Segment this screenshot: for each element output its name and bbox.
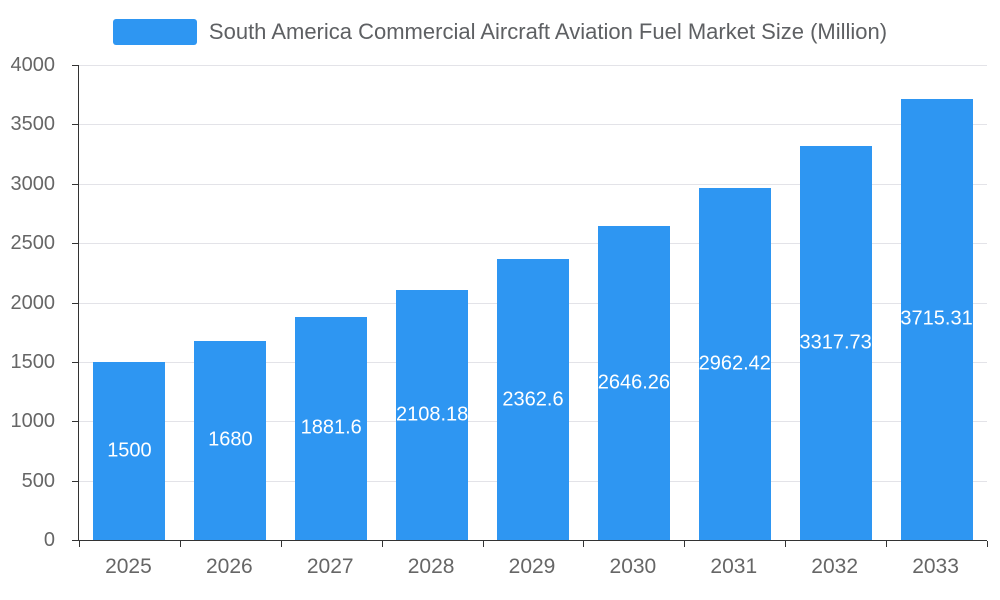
y-tick-label: 500 xyxy=(21,469,55,492)
y-axis-tick xyxy=(72,65,78,66)
y-axis-tick xyxy=(72,243,78,245)
gridline xyxy=(79,124,987,126)
bar-2030[interactable]: 2646.26 xyxy=(597,225,671,540)
y-axis-tick xyxy=(72,540,78,541)
x-axis-tick xyxy=(79,541,80,547)
y-tick-label: 1500 xyxy=(10,350,56,373)
x-axis-tick xyxy=(987,541,988,547)
y-axis-tick xyxy=(72,124,78,126)
legend-swatch-icon xyxy=(112,19,197,45)
x-tick-label: 2030 xyxy=(609,555,657,578)
y-tick-label: 3000 xyxy=(10,172,56,195)
bar-value-label: 1500 xyxy=(107,439,152,462)
bar-value-label: 2108.18 xyxy=(395,403,469,426)
x-tick-label: 2027 xyxy=(306,555,354,578)
gridline xyxy=(79,65,987,66)
bar-2025[interactable]: 1500 xyxy=(93,361,166,540)
y-axis-tick xyxy=(72,421,78,423)
legend-label: South America Commercial Aircraft Aviati… xyxy=(208,19,888,44)
bar-value-label: 2646.26 xyxy=(597,371,671,394)
bar-value-label: 1680 xyxy=(208,428,253,451)
y-tick-label: 2500 xyxy=(10,232,56,255)
x-axis-tick xyxy=(886,541,888,547)
bar-2033[interactable]: 3715.31 xyxy=(900,98,973,540)
bar-value-label: 1881.6 xyxy=(300,416,362,439)
x-axis-tick xyxy=(583,541,585,547)
x-axis-tick xyxy=(381,541,383,547)
x-axis-tick xyxy=(179,541,181,547)
bar-2031[interactable]: 2962.42 xyxy=(699,188,771,540)
y-tick-label: 3500 xyxy=(10,113,56,136)
y-axis-tick xyxy=(72,480,78,482)
x-axis-tick xyxy=(482,541,484,547)
x-tick-label: 2032 xyxy=(811,555,859,578)
gridline xyxy=(79,183,987,185)
x-tick-label: 2033 xyxy=(912,555,959,578)
y-tick-label: 0 xyxy=(43,529,55,551)
y-axis-tick xyxy=(72,361,78,363)
bar-2028[interactable]: 2108.18 xyxy=(395,289,469,540)
x-axis-tick xyxy=(785,541,787,547)
y-tick-label: 4000 xyxy=(10,54,56,76)
bar-2027[interactable]: 1881.6 xyxy=(295,316,368,540)
x-axis-tick xyxy=(280,541,282,547)
bar-2029[interactable]: 2362.6 xyxy=(497,259,569,540)
y-axis-tick xyxy=(72,183,78,185)
bar-value-label: 3715.31 xyxy=(900,307,973,330)
plot-area: 1500 1680 1881.6 2108.18 2362.6 2646.26 2962.4… xyxy=(72,65,988,547)
x-tick-label: 2025 xyxy=(105,555,152,578)
x-axis-tick xyxy=(684,541,686,547)
legend[interactable]: South America Commercial Aircraft Aviati… xyxy=(0,16,1000,48)
x-tick-label: 2031 xyxy=(710,555,758,578)
bar-value-label: 2362.6 xyxy=(502,388,564,411)
y-tick-label: 1000 xyxy=(10,410,56,433)
x-tick-label: 2029 xyxy=(508,555,556,578)
bar-value-label: 3317.73 xyxy=(799,331,872,354)
x-tick-label: 2026 xyxy=(205,555,253,578)
gridline xyxy=(79,243,987,245)
bar-2026[interactable]: 1680 xyxy=(194,340,267,540)
bar-value-label: 2962.42 xyxy=(698,352,771,375)
y-tick-label: 2000 xyxy=(10,291,56,314)
bar-2032[interactable]: 3317.73 xyxy=(800,146,872,540)
x-tick-label: 2028 xyxy=(407,555,455,578)
y-axis-tick xyxy=(72,302,78,304)
